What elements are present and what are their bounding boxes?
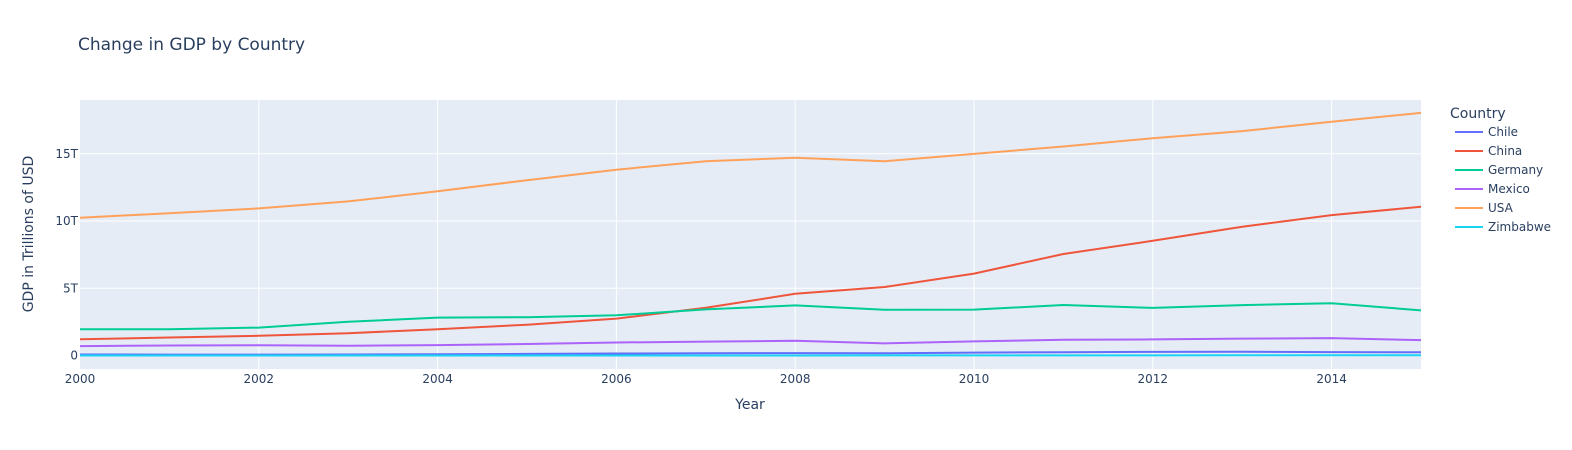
y-tick-label: 15T xyxy=(55,147,78,161)
x-tick-label: 2002 xyxy=(244,372,275,386)
y-axis-title: GDP in Trillions of USD xyxy=(21,156,37,313)
series-line-usa xyxy=(79,111,1422,219)
legend-item-mexico[interactable]: Mexico xyxy=(1488,182,1530,196)
y-tick-label: 5T xyxy=(63,281,79,295)
x-axis-ticks: 2000 2002 2004 2006 2008 2010 2012 2014 xyxy=(65,372,1347,386)
series-line-china xyxy=(79,205,1422,341)
legend-item-chile[interactable]: Chile xyxy=(1488,125,1518,139)
legend-item-germany[interactable]: Germany xyxy=(1488,163,1543,177)
x-tick-label: 2010 xyxy=(959,372,990,386)
legend-title: Country xyxy=(1450,106,1506,122)
legend: Country Chile China Germany Mexico USA Zimbab… xyxy=(1450,106,1551,234)
x-tick-label: 2004 xyxy=(422,372,453,386)
legend-item-usa[interactable]: USA xyxy=(1488,201,1514,215)
plot-area xyxy=(80,100,1421,369)
x-tick-label: 2012 xyxy=(1138,372,1169,386)
x-tick-label: 2014 xyxy=(1316,372,1347,386)
legend-item-china[interactable]: China xyxy=(1488,144,1522,158)
series-line-mexico xyxy=(79,337,1422,348)
y-axis-ticks: 0 5T 10T 15T xyxy=(55,147,78,363)
x-tick-label: 2008 xyxy=(780,372,811,386)
x-tick-label: 2000 xyxy=(65,372,96,386)
y-tick-label: 0 xyxy=(70,349,78,363)
series-line-germany xyxy=(80,302,1422,331)
chart-title: Change in GDP by Country xyxy=(78,35,305,55)
legend-item-zimbabwe[interactable]: Zimbabwe xyxy=(1488,220,1551,234)
y-tick-label: 10T xyxy=(55,214,78,228)
x-axis-title: Year xyxy=(734,397,765,413)
x-tick-label: 2006 xyxy=(601,372,632,386)
series-lines xyxy=(79,111,1422,357)
x-gridlines xyxy=(258,100,1333,369)
